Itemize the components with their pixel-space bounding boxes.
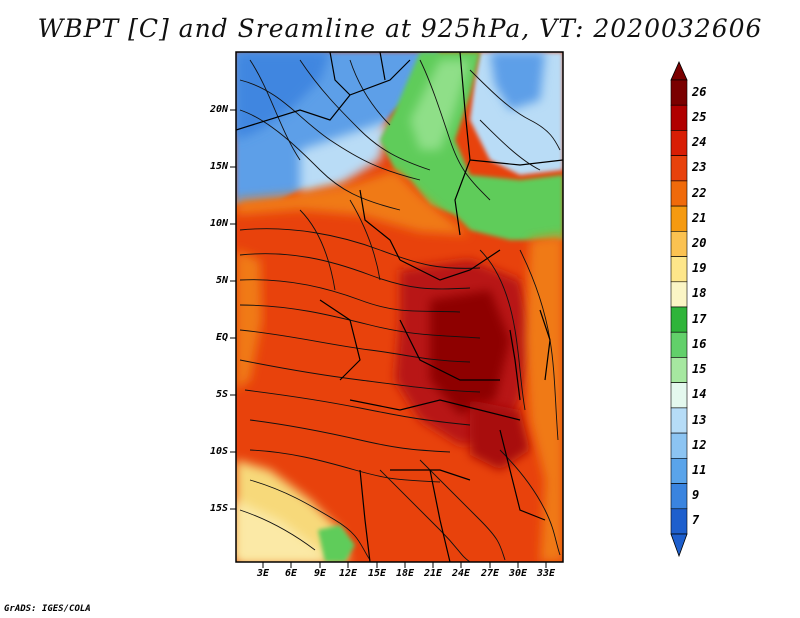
- lat-label-5n: 5N: [215, 275, 228, 286]
- lat-label-5s: 5S: [215, 389, 228, 400]
- lon-label-30e: 30E: [508, 568, 528, 579]
- colorbar-top-arrow: [670, 61, 688, 81]
- map-frame: [235, 51, 564, 563]
- colorbar-swatch-19: [670, 256, 688, 283]
- colorbar-label-15: 15: [692, 362, 707, 377]
- colorbar-swatch-15: [670, 357, 688, 383]
- colorbar-label-13: 13: [692, 412, 707, 427]
- axis-ticks: [230, 109, 547, 568]
- colorbar-swatch-16: [670, 331, 688, 358]
- colorbar-swatch-9: [670, 483, 688, 510]
- lon-label-15e: 15E: [367, 568, 387, 579]
- colorbar-label-22: 22: [692, 185, 707, 200]
- streamlines: [239, 59, 561, 562]
- lon-label-27e: 27E: [480, 568, 500, 579]
- colorbar-swatch-20: [670, 231, 688, 257]
- lat-label-10s: 10S: [209, 446, 228, 457]
- colorbar-label-7: 7: [692, 513, 700, 528]
- lat-label-eq: EQ: [215, 332, 228, 343]
- colorbar-swatch-21: [670, 205, 688, 232]
- colorbar-swatch-24: [670, 130, 688, 156]
- lon-label-12e: 12E: [338, 568, 358, 579]
- colorbar-label-20: 20: [692, 235, 707, 250]
- lon-label-33e: 33E: [536, 568, 556, 579]
- lon-label-18e: 18E: [395, 568, 415, 579]
- lat-label-15n: 15N: [209, 161, 228, 172]
- lon-label-9e: 9E: [313, 568, 327, 579]
- colorbar-label-26: 26: [692, 84, 707, 99]
- colorbar-swatch-22: [670, 180, 688, 207]
- colorbar-swatch-13: [670, 407, 688, 434]
- lon-label-6e: 6E: [284, 568, 298, 579]
- colorbar-bottom-arrow: [670, 533, 688, 558]
- colorbar-label-12: 12: [692, 437, 707, 452]
- colorbar: [670, 61, 688, 558]
- colorbar-swatch-14: [670, 382, 688, 409]
- colorbar-label-21: 21: [692, 210, 707, 225]
- colorbar-swatch-12: [670, 432, 688, 459]
- lon-label-21e: 21E: [423, 568, 443, 579]
- colorbar-label-9: 9: [692, 488, 700, 503]
- colorbar-label-19: 19: [692, 261, 707, 276]
- colorbar-swatch-26: [670, 79, 688, 106]
- colorbar-label-18: 18: [692, 286, 707, 301]
- colorbar-label-24: 24: [692, 135, 707, 150]
- country-borders: [236, 52, 563, 562]
- colorbar-label-11: 11: [692, 462, 707, 477]
- colorbar-label-14: 14: [692, 387, 707, 402]
- lat-label-15s: 15S: [209, 503, 228, 514]
- colorbar-label-16: 16: [692, 336, 707, 351]
- colorbar-swatch-17: [670, 306, 688, 333]
- colorbar-swatch-11: [670, 457, 688, 484]
- wbpt-shading: [236, 52, 563, 562]
- lon-label-24e: 24E: [451, 568, 471, 579]
- colorbar-label-23: 23: [692, 160, 707, 175]
- lat-label-20n: 20N: [209, 104, 228, 115]
- lat-label-10n: 10N: [209, 218, 228, 229]
- lon-label-3e: 3E: [256, 568, 270, 579]
- colorbar-swatch-18: [670, 281, 688, 308]
- colorbar-swatch-23: [670, 155, 688, 182]
- colorbar-swatch-7: [670, 508, 688, 535]
- colorbar-label-25: 25: [692, 109, 707, 124]
- colorbar-swatch-25: [670, 104, 688, 131]
- map-title: WBPT [C] and Sreamline at 925hPa, VT: 20…: [37, 14, 763, 43]
- colorbar-label-17: 17: [692, 311, 707, 326]
- grads-credit: GrADS: IGES/COLA: [4, 604, 91, 614]
